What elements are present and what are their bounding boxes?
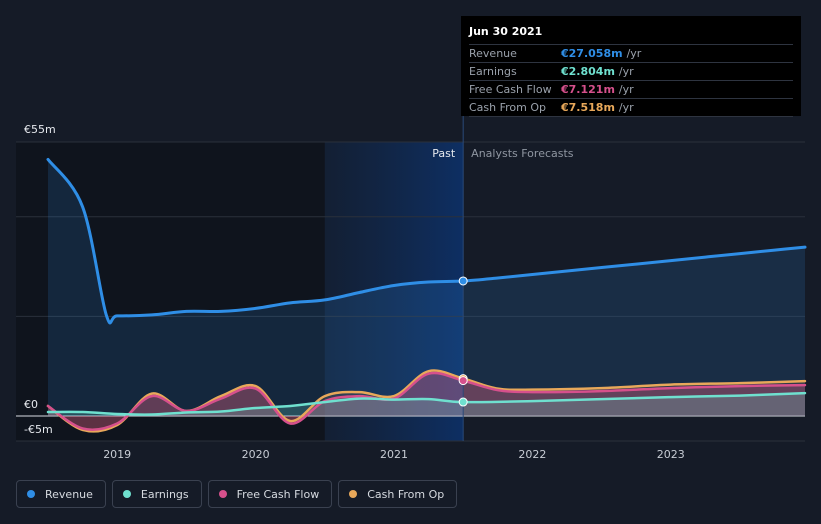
revenue-line [46, 157, 807, 325]
tooltip-value: €27.058m [561, 47, 623, 60]
legend-label: Earnings [140, 487, 189, 501]
y-tick-label: €0 [24, 398, 38, 411]
legend-label: Cash From Op [367, 487, 445, 501]
past-label: Past [432, 147, 456, 160]
tooltip-value: €2.804m [561, 65, 615, 78]
legend-item-cash-from-op[interactable]: Cash From Op [338, 480, 458, 508]
grid [16, 141, 805, 442]
legend-item-earnings[interactable]: Earnings [111, 480, 202, 508]
tooltip-label: Free Cash Flow [469, 83, 552, 96]
free-cash-flow-marker [458, 376, 468, 386]
revenue-dot-icon [27, 490, 35, 498]
tooltip-row-cash-from-op: Cash From Op €7.518m /yr [469, 98, 793, 117]
x-tick-label: 2023 [657, 448, 685, 461]
x-tick-label: 2021 [380, 448, 408, 461]
tooltip-row-free-cash-flow: Free Cash Flow €7.121m /yr [469, 80, 793, 98]
forecast-label: Analysts Forecasts [471, 147, 574, 160]
chart: €55m €0 -€5m 2019 2020 2021 2022 2023 Past Analys… [16, 116, 807, 461]
past-background [16, 142, 325, 441]
tooltip-row-earnings: Earnings €2.804m /yr [469, 62, 793, 80]
tooltip-unit: /yr [618, 83, 634, 96]
free-cash-flow-line [46, 371, 807, 431]
legend: Revenue Earnings Free Cash Flow Cash Fro… [16, 480, 458, 508]
tooltip-value: €7.121m [561, 83, 615, 96]
y-tick-label: -€5m [24, 423, 53, 436]
legend-item-revenue[interactable]: Revenue [16, 480, 106, 508]
earnings-dot-icon [122, 490, 131, 498]
legend-label: Free Cash Flow [236, 487, 320, 501]
y-tick-label: €55m [24, 123, 56, 136]
free-cash-flow-area [48, 372, 805, 430]
tooltip-row-revenue: Revenue €27.058m /yr [469, 44, 793, 62]
tooltip: Jun 30 2021 Revenue €27.058m /yr Earning… [461, 16, 801, 117]
revenue-marker [458, 276, 468, 286]
legend-item-free-cash-flow[interactable]: Free Cash Flow [207, 480, 333, 508]
series-lines [46, 157, 807, 433]
legend-label: Revenue [45, 487, 93, 501]
axis-labels: €55m €0 -€5m 2019 2020 2021 2022 2023 Past Analys… [24, 123, 685, 461]
tooltip-value: €7.518m [561, 101, 615, 114]
series-markers [458, 276, 468, 407]
tooltip-label: Revenue [469, 47, 517, 60]
free-cash-flow-dot-icon [218, 490, 227, 498]
x-tick-label: 2019 [103, 448, 131, 461]
earnings-line [46, 391, 807, 416]
tooltip-label: Cash From Op [469, 101, 547, 114]
cash-from-op-dot-icon [349, 490, 358, 498]
tooltip-unit: /yr [626, 47, 642, 60]
tooltip-date: Jun 30 2021 [469, 25, 543, 38]
earnings-marker [458, 397, 468, 407]
revenue-area [48, 159, 805, 416]
cash-from-op-area [48, 370, 805, 432]
x-tick-label: 2020 [242, 448, 270, 461]
x-tick-label: 2022 [518, 448, 546, 461]
cash-from-op-line [46, 369, 807, 433]
tooltip-unit: /yr [618, 65, 634, 78]
tooltip-unit: /yr [618, 101, 634, 114]
tooltip-label: Earnings [469, 65, 517, 78]
